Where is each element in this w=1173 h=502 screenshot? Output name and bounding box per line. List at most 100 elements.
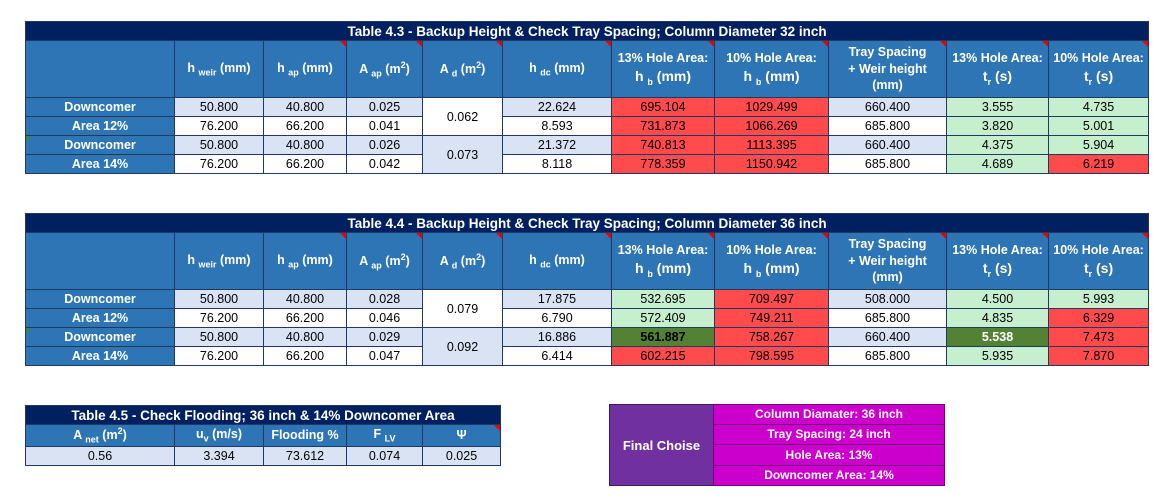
cell[interactable]: 8.118 (502, 154, 612, 174)
cell[interactable]: 66.200 (263, 116, 347, 136)
cell-selected-tr[interactable]: 5.538 (946, 327, 1049, 347)
cell[interactable]: 76.200 (174, 116, 264, 136)
header-tr-13: 13% Hole Area: tr (s) (946, 232, 1049, 290)
final-item-downcomer-area[interactable]: Downcomer Area: 14% (713, 465, 945, 486)
header-blank (25, 232, 175, 290)
cell[interactable]: 50.800 (174, 327, 264, 347)
cell[interactable]: 5.993 (1047, 289, 1150, 309)
cell[interactable]: 660.400 (828, 135, 947, 155)
cell[interactable]: 3.820 (946, 116, 1049, 136)
cell[interactable]: 8.593 (502, 116, 612, 136)
table-row: Downcomer 50.800 40.800 0.025 0.062 22.6… (25, 97, 1150, 136)
cell[interactable]: 0.041 (346, 116, 423, 136)
cell[interactable]: 4.835 (946, 308, 1049, 328)
cell[interactable]: 685.800 (828, 154, 947, 174)
cell[interactable]: 660.400 (828, 97, 947, 117)
cell[interactable]: 731.873 (611, 116, 715, 136)
cell[interactable]: 5.904 (1047, 135, 1150, 155)
cell[interactable]: 40.800 (263, 135, 347, 155)
cell[interactable]: 21.372 (502, 135, 612, 155)
cell[interactable]: 4.735 (1047, 97, 1150, 117)
cell[interactable]: 22.624 (502, 97, 612, 117)
cell[interactable]: 6.329 (1047, 308, 1150, 328)
cell[interactable]: 1029.499 (714, 97, 829, 117)
cell[interactable]: 66.200 (263, 346, 347, 366)
cell[interactable]: 6.414 (502, 346, 612, 366)
cell[interactable]: 5.001 (1047, 116, 1150, 136)
cell[interactable]: 16.886 (502, 327, 612, 347)
header-h-weir: h weir (mm) (174, 40, 264, 98)
cell[interactable]: 660.400 (828, 327, 947, 347)
cell[interactable]: 0.025 (346, 97, 423, 117)
cell[interactable]: 1113.395 (714, 135, 829, 155)
cell-ad[interactable]: 0.079 (422, 289, 503, 328)
cell[interactable]: 695.104 (611, 97, 715, 117)
cell[interactable]: 76.200 (174, 308, 264, 328)
cell[interactable]: 709.497 (714, 289, 829, 309)
cell[interactable]: 76.200 (174, 154, 264, 174)
cell[interactable]: 0.042 (346, 154, 423, 174)
cell[interactable]: 0.074 (346, 445, 423, 466)
cell[interactable]: 0.047 (346, 346, 423, 366)
cell[interactable]: 4.689 (946, 154, 1049, 174)
cell[interactable]: 6.219 (1047, 154, 1150, 174)
cell[interactable]: 6.790 (502, 308, 612, 328)
cell[interactable]: 73.612 (263, 445, 347, 466)
cell[interactable]: 50.800 (174, 135, 264, 155)
cell[interactable]: 0.025 (421, 445, 502, 466)
final-item-tray-spacing[interactable]: Tray Spacing: 24 inch (713, 424, 945, 445)
cell[interactable]: 0.56 (25, 445, 175, 466)
cell[interactable]: 17.875 (502, 289, 612, 309)
cell[interactable]: 572.409 (611, 308, 715, 328)
cell[interactable]: 602.215 (611, 346, 715, 366)
header-a-d: A d (m2) (422, 232, 503, 290)
header-tray-spacing: Tray Spacing + Weir height (mm) (828, 40, 947, 98)
cell[interactable]: 1066.269 (714, 116, 829, 136)
cell-ad[interactable]: 0.073 (422, 135, 503, 174)
cell[interactable]: 0.028 (346, 289, 423, 309)
cell[interactable]: 3.555 (946, 97, 1049, 117)
cell[interactable]: 66.200 (263, 154, 347, 174)
cell[interactable]: 532.695 (611, 289, 715, 309)
final-item-diameter[interactable]: Column Diamater: 36 inch (713, 404, 945, 425)
cell[interactable]: 798.595 (714, 346, 829, 366)
cell-ad[interactable]: 0.092 (422, 327, 503, 366)
cell[interactable]: 40.800 (263, 289, 347, 309)
cell-ad[interactable]: 0.062 (422, 97, 503, 136)
cell[interactable]: 778.359 (611, 154, 715, 174)
cell[interactable]: 4.375 (946, 135, 1049, 155)
table-row: Area 12% 76.200 66.200 0.046 6.790 572.4… (25, 308, 1150, 328)
cell[interactable]: 0.029 (346, 327, 423, 347)
row-label: Area 14% (25, 346, 175, 366)
cell[interactable]: 508.000 (828, 289, 947, 309)
table-title: Table 4.5 - Check Flooding; 36 inch & 14… (24, 405, 502, 425)
header-h-dc: h dc (mm) (502, 40, 612, 98)
cell[interactable]: 5.935 (946, 346, 1049, 366)
cell[interactable]: 76.200 (174, 346, 264, 366)
cell[interactable]: 758.267 (714, 327, 829, 347)
cell[interactable]: 1150.942 (714, 154, 829, 174)
header-hb-10: 10% Hole Area: h b (mm) (714, 40, 829, 98)
cell[interactable]: 685.800 (828, 116, 947, 136)
cell[interactable]: 7.473 (1047, 327, 1150, 347)
cell[interactable]: 740.813 (611, 135, 715, 155)
cell[interactable]: 40.800 (263, 97, 347, 117)
cell[interactable]: 4.500 (946, 289, 1049, 309)
header-hb-13: 13% Hole Area: h b (mm) (611, 232, 715, 290)
row-label: Area 12% (25, 308, 175, 328)
cell[interactable]: 50.800 (174, 97, 264, 117)
cell[interactable]: 0.026 (346, 135, 423, 155)
cell[interactable]: 66.200 (263, 308, 347, 328)
cell[interactable]: 685.800 (828, 308, 947, 328)
cell[interactable]: 3.394 (174, 445, 264, 466)
cell[interactable]: 685.800 (828, 346, 947, 366)
cell[interactable]: 50.800 (174, 289, 264, 309)
cell[interactable]: 0.046 (346, 308, 423, 328)
cell[interactable]: 749.211 (714, 308, 829, 328)
cell-selected-hb[interactable]: 561.887 (611, 327, 715, 347)
final-item-hole-area[interactable]: Hole Area: 13% (713, 445, 945, 466)
cell[interactable]: 40.800 (263, 327, 347, 347)
table-title: Table 4.4 - Backup Height & Check Tray S… (24, 213, 1150, 233)
cell[interactable]: 7.870 (1047, 346, 1150, 366)
